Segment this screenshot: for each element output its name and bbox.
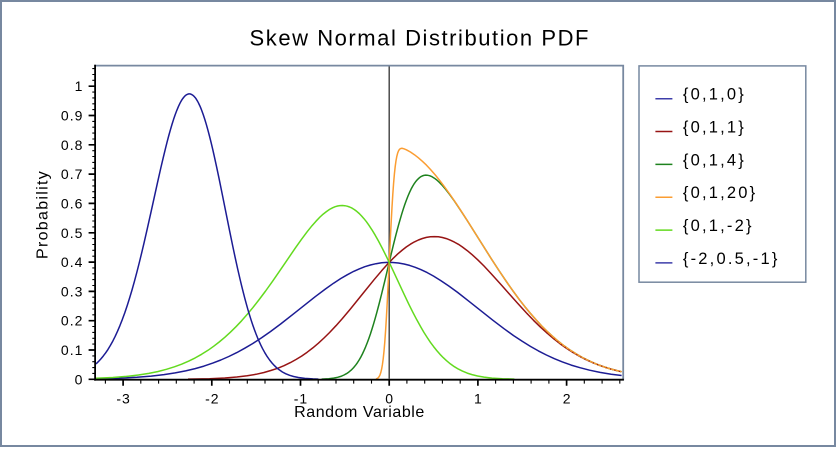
svg-text:{0,1,20}: {0,1,20} xyxy=(683,184,758,202)
svg-text:{-2,0.5,-1}: {-2,0.5,-1} xyxy=(683,250,780,268)
svg-text:0.5: 0.5 xyxy=(61,225,83,241)
svg-text:Probability: Probability xyxy=(35,170,52,259)
svg-text:0: 0 xyxy=(385,390,394,406)
svg-text:0.2: 0.2 xyxy=(61,313,83,329)
svg-text:{0,1,0}: {0,1,0} xyxy=(683,86,746,104)
svg-text:{0,1,4}: {0,1,4} xyxy=(683,151,746,169)
svg-text:{0,1,1}: {0,1,1} xyxy=(683,118,746,136)
svg-text:0.3: 0.3 xyxy=(61,283,83,299)
svg-text:-3: -3 xyxy=(116,390,130,406)
svg-text:0.4: 0.4 xyxy=(61,254,83,270)
svg-text:{0,1,-2}: {0,1,-2} xyxy=(683,217,754,235)
svg-text:0.8: 0.8 xyxy=(61,137,83,153)
svg-text:0.9: 0.9 xyxy=(61,108,83,124)
svg-text:Skew Normal Distribution PDF: Skew Normal Distribution PDF xyxy=(250,25,590,50)
svg-text:Random Variable: Random Variable xyxy=(294,404,425,421)
svg-text:1: 1 xyxy=(75,78,84,94)
svg-text:1: 1 xyxy=(474,390,483,406)
svg-text:2: 2 xyxy=(563,390,572,406)
svg-text:-2: -2 xyxy=(205,390,219,406)
svg-text:-1: -1 xyxy=(294,390,308,406)
svg-text:0: 0 xyxy=(75,371,84,387)
svg-text:0.1: 0.1 xyxy=(61,342,83,358)
svg-text:0.7: 0.7 xyxy=(61,166,83,182)
svg-text:0.6: 0.6 xyxy=(61,195,83,211)
